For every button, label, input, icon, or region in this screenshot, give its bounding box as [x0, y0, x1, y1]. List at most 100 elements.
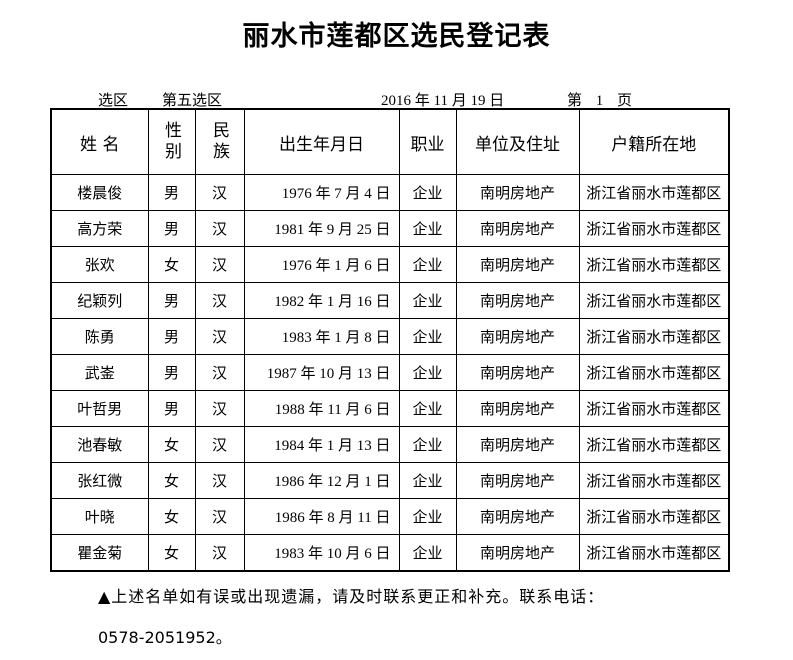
cell-ethnicity: 汉: [194, 354, 245, 391]
cell-gender: 女: [147, 426, 196, 463]
header-ethnicity: 民族: [194, 108, 245, 175]
cell-household-registration: 浙江省丽水市莲都区: [578, 318, 730, 355]
contact-phone: 0578-2051952。: [98, 628, 232, 647]
cell-birth-date: 1981 年 9 月 25 日: [243, 210, 400, 247]
table-row: 张红微女汉 1986 年 12 月 1 日企业 南明房地产 浙江省丽水市莲都区: [50, 462, 730, 499]
cell-occupation: 企业: [398, 210, 457, 247]
cell-household-registration: 浙江省丽水市莲都区: [578, 462, 730, 499]
cell-birth-date: 1986 年 8 月 11 日: [243, 498, 400, 535]
cell-name: 纪颖列: [50, 282, 149, 319]
table-row: 陈勇男汉 1983 年 1 月 8 日企业 南明房地产 浙江省丽水市莲都区: [50, 318, 730, 355]
header-birth-date: 出生年月日: [243, 108, 400, 175]
cell-employer-address: 南明房地产: [455, 534, 580, 572]
cell-occupation: 企业: [398, 354, 457, 391]
table-row: 纪颖列男汉 1982 年 1 月 16 日企业 南明房地产 浙江省丽水市莲都区: [50, 282, 730, 319]
cell-household-registration: 浙江省丽水市莲都区: [578, 210, 730, 247]
cell-household-registration: 浙江省丽水市莲都区: [578, 354, 730, 391]
table-row: 叶哲男男汉 1988 年 11 月 6 日企业 南明房地产 浙江省丽水市莲都区: [50, 390, 730, 427]
cell-employer-address: 南明房地产: [455, 426, 580, 463]
cell-occupation: 企业: [398, 318, 457, 355]
cell-ethnicity: 汉: [194, 318, 245, 355]
cell-name: 张欢: [50, 246, 149, 283]
cell-gender: 女: [147, 462, 196, 499]
table-row: 瞿金菊女汉 1983 年 10 月 6 日企业 南明房地产 浙江省丽水市莲都区: [50, 534, 730, 572]
table-row: 武崟男汉 1987 年 10 月 13 日企业 南明房地产 浙江省丽水市莲都区: [50, 354, 730, 391]
voter-table: 姓 名性别 民族 出生年月日 职业 单位及住址 户籍所在地 楼晨俊男汉 1976 年 7 月…: [50, 108, 730, 572]
cell-household-registration: 浙江省丽水市莲都区: [578, 498, 730, 535]
cell-birth-date: 1976 年 7 月 4 日: [243, 174, 400, 211]
cell-employer-address: 南明房地产: [455, 246, 580, 283]
header-row: 姓 名性别 民族 出生年月日 职业 单位及住址 户籍所在地: [50, 108, 730, 175]
header-occupation: 职业: [398, 108, 457, 175]
cell-ethnicity: 汉: [194, 426, 245, 463]
cell-gender: 女: [147, 534, 196, 572]
cell-employer-address: 南明房地产: [455, 174, 580, 211]
cell-occupation: 企业: [398, 498, 457, 535]
page-title: 丽水市莲都区选民登记表: [242, 21, 551, 52]
table-row: 叶晓女汉 1986 年 8 月 11 日企业 南明房地产 浙江省丽水市莲都区: [50, 498, 730, 535]
cell-name: 叶晓: [50, 498, 149, 535]
table-row: 高方荣男汉 1981 年 9 月 25 日企业 南明房地产 浙江省丽水市莲都区: [50, 210, 730, 247]
district-value: 第五选区: [128, 94, 300, 109]
cell-name: 高方荣: [50, 210, 149, 247]
header-household-registration: 户籍所在地: [578, 108, 730, 175]
cell-household-registration: 浙江省丽水市莲都区: [578, 282, 730, 319]
cell-occupation: 企业: [398, 462, 457, 499]
cell-birth-date: 1982 年 1 月 16 日: [243, 282, 400, 319]
cell-ethnicity: 汉: [194, 282, 245, 319]
cell-occupation: 企业: [398, 426, 457, 463]
cell-name: 楼晨俊: [50, 174, 149, 211]
cell-occupation: 企业: [398, 534, 457, 572]
page-number: 第 1 页: [567, 93, 633, 109]
cell-occupation: 企业: [398, 174, 457, 211]
cell-name: 武崟: [50, 354, 149, 391]
cell-ethnicity: 汉: [194, 390, 245, 427]
cell-employer-address: 南明房地产: [455, 282, 580, 319]
cell-gender: 男: [147, 210, 196, 247]
cell-household-registration: 浙江省丽水市莲都区: [578, 426, 730, 463]
cell-ethnicity: 汉: [194, 534, 245, 572]
cell-birth-date: 1988 年 11 月 6 日: [243, 390, 400, 427]
cell-ethnicity: 汉: [194, 498, 245, 535]
cell-birth-date: 1987 年 10 月 13 日: [243, 354, 400, 391]
table-row: 楼晨俊男汉 1976 年 7 月 4 日企业 南明房地产 浙江省丽水市莲都区: [50, 174, 730, 211]
cell-household-registration: 浙江省丽水市莲都区: [578, 174, 730, 211]
cell-household-registration: 浙江省丽水市莲都区: [578, 390, 730, 427]
cell-employer-address: 南明房地产: [455, 498, 580, 535]
cell-name: 叶哲男: [50, 390, 149, 427]
cell-employer-address: 南明房地产: [455, 390, 580, 427]
cell-household-registration: 浙江省丽水市莲都区: [578, 534, 730, 572]
cell-gender: 男: [147, 282, 196, 319]
cell-birth-date: 1983 年 1 月 8 日: [243, 318, 400, 355]
cell-name: 池春敏: [50, 426, 149, 463]
note: ▲上述名单如有误或出现遗漏，请及时联系更正和补充。联系电话：: [98, 587, 605, 606]
cell-name: 张红微: [50, 462, 149, 499]
cell-name: 瞿金菊: [50, 534, 149, 572]
cell-ethnicity: 汉: [194, 462, 245, 499]
cell-ethnicity: 汉: [194, 174, 245, 211]
cell-gender: 男: [147, 390, 196, 427]
header-name: 姓 名: [50, 108, 149, 175]
cell-name: 陈勇: [50, 318, 149, 355]
table-row: 池春敏女汉 1984 年 1 月 13 日企业 南明房地产 浙江省丽水市莲都区: [50, 426, 730, 463]
table-row: 张欢女汉 1976 年 1 月 6 日企业 南明房地产 浙江省丽水市莲都区: [50, 246, 730, 283]
cell-employer-address: 南明房地产: [455, 318, 580, 355]
cell-gender: 女: [147, 246, 196, 283]
cell-occupation: 企业: [398, 246, 457, 283]
cell-employer-address: 南明房地产: [455, 210, 580, 247]
cell-ethnicity: 汉: [194, 210, 245, 247]
district: 选区 第五选区: [98, 89, 300, 110]
cell-birth-date: 1976 年 1 月 6 日: [243, 246, 400, 283]
cell-gender: 女: [147, 498, 196, 535]
header-employer-address: 单位及住址: [455, 108, 580, 175]
cell-employer-address: 南明房地产: [455, 462, 580, 499]
cell-gender: 男: [147, 318, 196, 355]
district-label: 选区: [98, 93, 129, 109]
cell-birth-date: 1986 年 12 月 1 日: [243, 462, 400, 499]
cell-occupation: 企业: [398, 282, 457, 319]
cell-birth-date: 1984 年 1 月 13 日: [243, 426, 400, 463]
cell-ethnicity: 汉: [194, 246, 245, 283]
cell-employer-address: 南明房地产: [455, 354, 580, 391]
header-gender: 性别: [147, 108, 196, 175]
cell-birth-date: 1983 年 10 月 6 日: [243, 534, 400, 572]
